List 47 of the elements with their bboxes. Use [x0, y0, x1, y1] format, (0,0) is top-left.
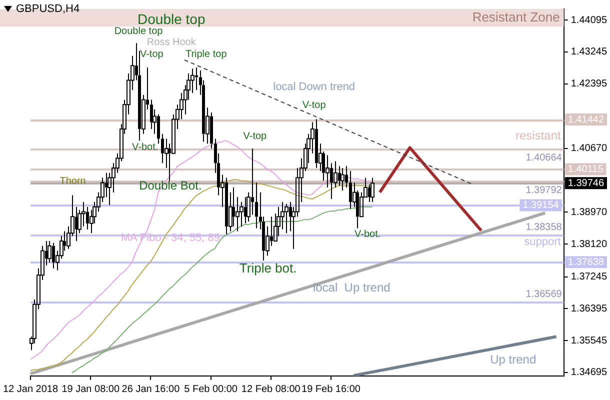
annotation: V-top: [243, 130, 268, 142]
candlestick: [370, 177, 374, 203]
candlestick: [255, 182, 258, 229]
annotation: Double top: [114, 26, 164, 37]
ref-line-label: 1.39154: [522, 200, 560, 212]
x-tick-label: 19 Jan 08:00: [62, 384, 120, 395]
y-tick-label: 1.38970: [570, 206, 608, 218]
ref-line-label: 1.39792: [526, 185, 562, 196]
ref-line-label: 1.40115: [568, 164, 604, 176]
y-tick-label: 1.40670: [570, 143, 608, 154]
annotation: Up trend: [490, 352, 536, 366]
annotation: V-top: [140, 48, 164, 60]
annotation: resistant: [515, 128, 562, 142]
ref-line-label: 1.40664: [526, 152, 562, 164]
x-tick-label: 5 Feb 00:00: [184, 384, 238, 395]
y-tick-label: 1.35545: [570, 335, 608, 346]
y-tick-label: 1.36395: [570, 303, 608, 314]
annotation: Triple bot.: [239, 260, 297, 276]
ref-line-label: 1.41442: [568, 114, 604, 126]
ref-line-label: 1.39746: [568, 178, 604, 189]
y-tick-label: 1.34695: [570, 367, 608, 378]
y-tick-label: 1.38120: [570, 238, 608, 250]
annotation: Triple top: [185, 48, 228, 60]
y-tick-label: 1.43245: [570, 46, 608, 58]
x-tick-label: 12 Feb 08:00: [241, 384, 301, 395]
ref-line-label: 1.36569: [526, 288, 562, 300]
candlestick: [284, 203, 288, 234]
ref-line-label: 1.37638: [568, 256, 604, 268]
annotation: V-bot.: [354, 228, 381, 240]
chart-title: GBPUSD,H4: [16, 3, 80, 15]
annotation: Thorn: [60, 176, 86, 187]
y-tick-label: 1.37245: [570, 272, 608, 283]
annotation: V-bot.: [132, 142, 158, 153]
y-tick-label: 1.44095: [570, 14, 608, 26]
annotation: V-top: [302, 100, 326, 111]
candlestick: [340, 167, 344, 191]
annotation: Ross Hook: [146, 36, 197, 48]
band-label: Resistant Zone: [472, 9, 560, 24]
ref-line-label: 1.38358: [526, 222, 562, 233]
annotation: Double top: [138, 10, 206, 27]
annotation: Double Bot.: [139, 178, 202, 192]
x-tick-label: 12 Jan 2018: [2, 384, 58, 395]
y-tick-label: 1.42395: [570, 78, 608, 90]
x-tick-label: 19 Feb 16:00: [302, 384, 361, 395]
x-tick-label: 26 Jan 16:00: [122, 384, 180, 395]
annotation: local Down trend: [273, 81, 356, 94]
annotation: support: [524, 236, 561, 248]
